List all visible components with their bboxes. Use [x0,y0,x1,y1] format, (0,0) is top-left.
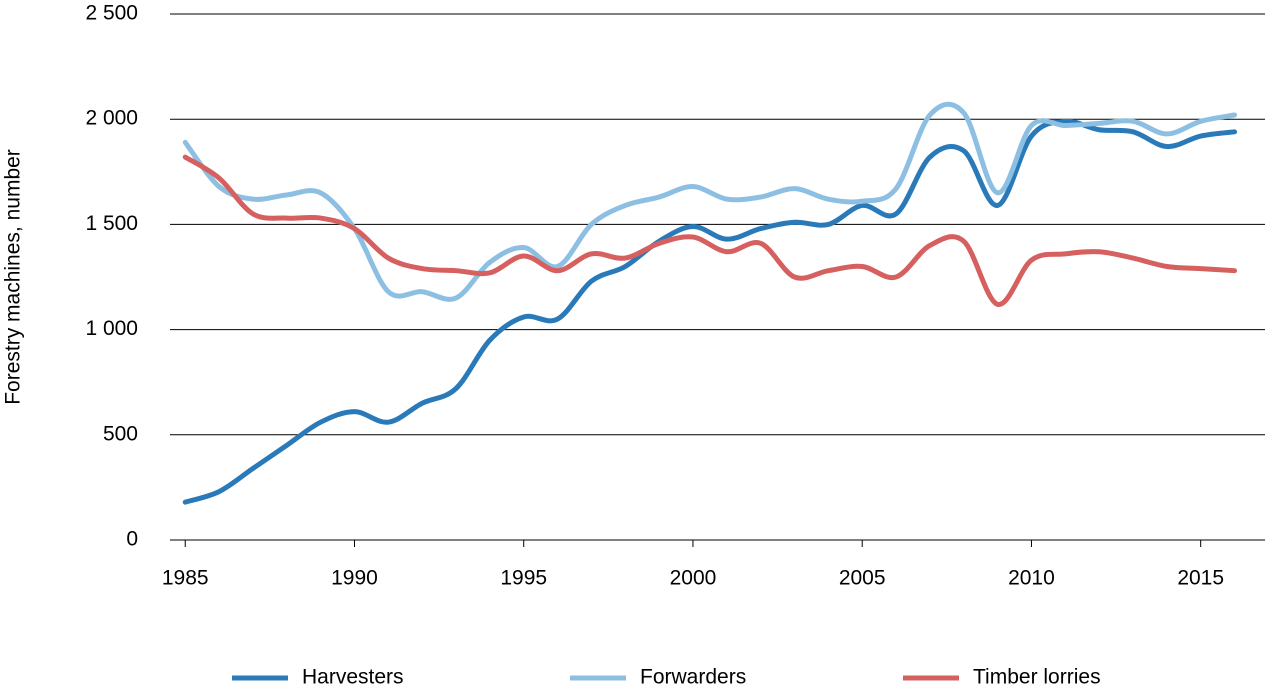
y-tick-label: 1 500 [85,212,138,235]
x-tick-label: 2015 [1177,567,1224,590]
y-tick-label: 2 500 [85,2,138,25]
y-tick-label: 0 [126,528,138,551]
legend-label: Harvesters [302,666,404,689]
series-line [182,101,1238,302]
legend-label: Forwarders [640,666,746,689]
x-tick-label: 2000 [670,567,717,590]
x-tick-label: 2005 [839,567,886,590]
legend-label: Timber lorries [973,666,1101,689]
series-line [182,118,1238,505]
x-tick-label: 1990 [331,567,378,590]
x-tick-label: 1985 [162,567,209,590]
y-tick-label: 1 000 [85,317,138,340]
series-line [182,154,1238,307]
y-tick-label: 500 [103,422,138,445]
x-tick-label: 2010 [1008,567,1055,590]
y-axis-label: Forestry machines, number [2,149,25,405]
x-tick-label: 1995 [500,567,547,590]
y-tick-label: 2 000 [85,107,138,130]
